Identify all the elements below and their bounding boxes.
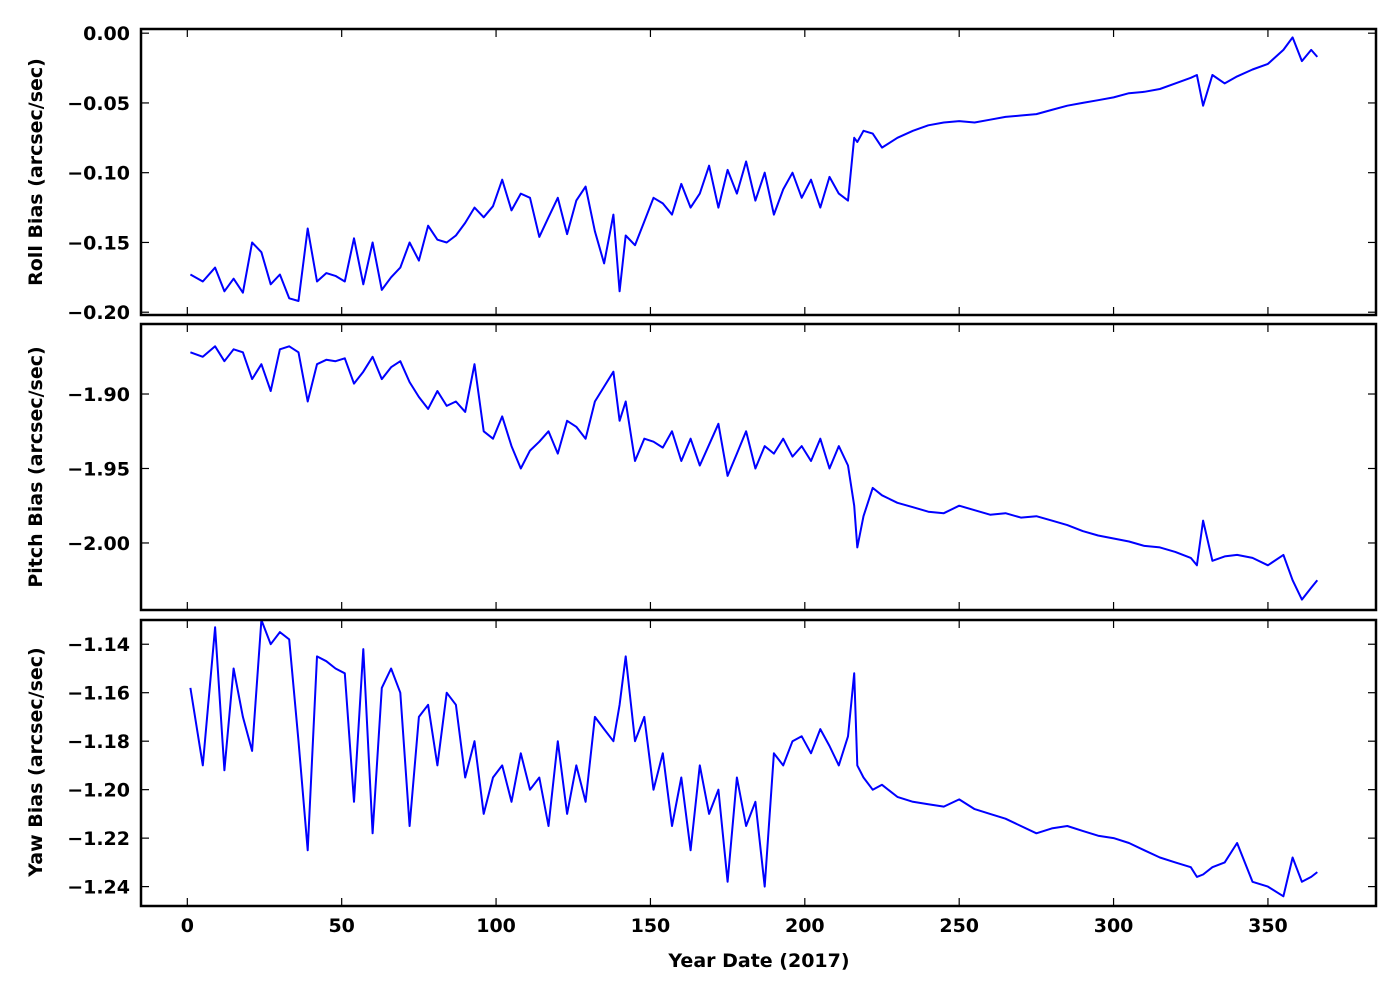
pitch-y-tick-label-2: −2.00 (67, 533, 130, 555)
pitch-y-tick-label-1: −1.95 (67, 458, 130, 480)
x-tick-label-2: 100 (476, 915, 516, 937)
roll-y-tick-label-4: −0.20 (67, 302, 130, 324)
pitch-plot-area: −1.90 −1.95 −2.00 (67, 324, 1376, 610)
yaw-y-tick-label-0: −1.14 (67, 634, 130, 656)
x-tick-label-5: 250 (939, 915, 979, 937)
yaw-y-tick-label-1: −1.16 (67, 683, 130, 705)
x-tick-label-3: 150 (631, 915, 671, 937)
x-tick-label-1: 50 (328, 915, 354, 937)
x-axis-label: Year Date (2017) (667, 950, 849, 972)
x-tick-label-6: 300 (1094, 915, 1134, 937)
x-tick-label-7: 350 (1248, 915, 1288, 937)
pitch-plot-frame (139, 322, 1378, 612)
roll-ylabel: Roll Bias (arcsec/sec) (25, 58, 47, 286)
yaw-panel: Yaw Bias (arcsec/sec) −1.14−1.16−1.18−1.… (25, 618, 1378, 908)
pitch-y-tick-label-0: −1.90 (67, 384, 130, 406)
roll-panel: Roll Bias (arcsec/sec) 0.00 −0.05 −0.10 −0.… (25, 23, 1378, 324)
roll-plot-frame (139, 27, 1378, 317)
roll-plot-area: 0.00 −0.05 −0.10 −0.15 −0.20 (67, 23, 1376, 324)
x-tick-label-0: 0 (181, 915, 194, 937)
roll-y-tick-label-1: −0.05 (67, 93, 130, 115)
x-tick-label-4: 200 (785, 915, 825, 937)
roll-series-line-0 (189, 36, 1319, 302)
yaw-y-tick-label-2: −1.18 (67, 731, 130, 753)
yaw-y-tick-label-5: −1.24 (67, 877, 130, 899)
yaw-series-line-0 (189, 620, 1318, 898)
yaw-plot-area: −1.14 −1.16 −1.18 −1.20 −1.22 −1.24 (67, 620, 1376, 906)
pitch-panel: Pitch Bias (arcsec/sec) −1.90 −1.95 −2.00 (25, 322, 1378, 612)
roll-y-tick-label-2: −0.10 (67, 163, 130, 185)
yaw-y-tick-label-3: −1.20 (67, 780, 130, 802)
pitch-ylabel: Pitch Bias (arcsec/sec) (25, 346, 47, 587)
yaw-y-tick-label-4: −1.22 (67, 828, 130, 850)
x-tick-labels: 0 50 100 150 200 250 300 350 (181, 915, 1288, 937)
roll-y-tick-label-0: 0.00 (83, 23, 130, 45)
roll-y-tick-label-3: −0.15 (67, 232, 130, 254)
yaw-plot-frame (139, 618, 1378, 908)
pitch-series-line-0 (190, 345, 1319, 601)
yaw-ylabel: Yaw Bias (arcsec/sec) (25, 647, 47, 877)
